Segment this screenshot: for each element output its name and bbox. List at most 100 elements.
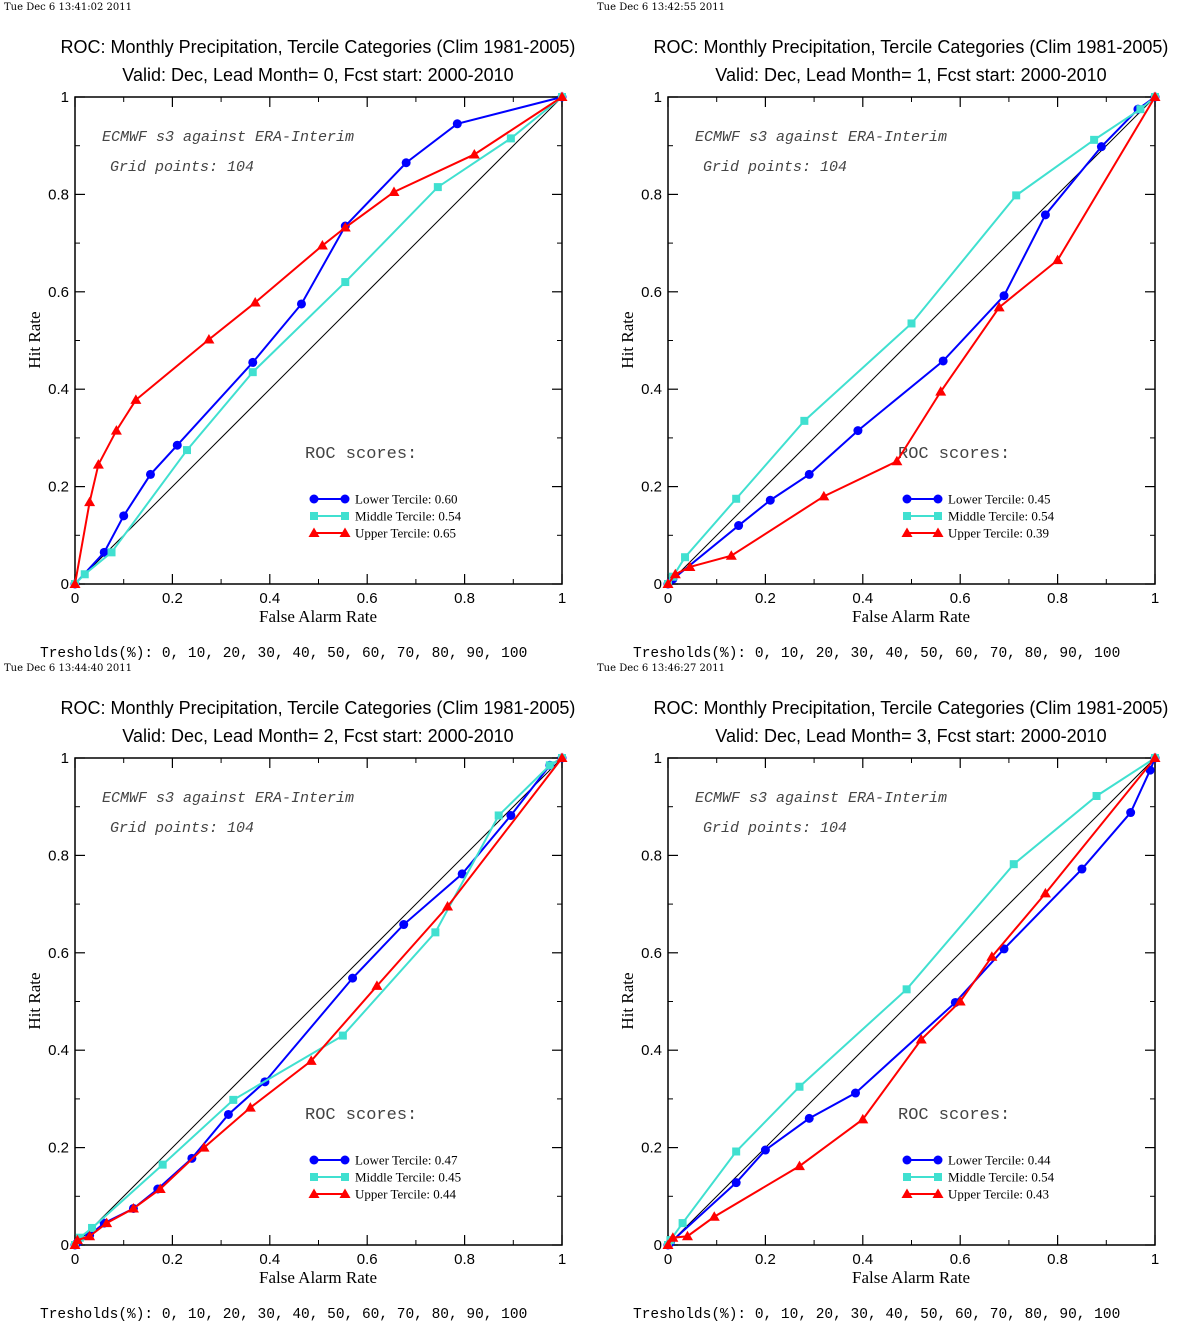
lower-tercile-point (804, 469, 814, 479)
upper-tercile-point (305, 1055, 317, 1065)
lower-tercile-point (765, 495, 775, 505)
upper-tercile-point (993, 301, 1005, 312)
thresholds-note: Tresholds(%): 0, 10, 20, 30, 40, 50, 60,… (40, 1307, 527, 1322)
y-tick-label: 0 (654, 576, 662, 593)
upper-tercile-point (1149, 91, 1161, 101)
roc-panel-lead-2: Tue Dec 6 13:44:40 2011 ROC: Monthly Prec… (0, 661, 593, 1322)
upper-tercile-point (681, 1230, 693, 1241)
lower-tercile-point (452, 119, 462, 129)
chart-subtitle: Valid: Dec, Lead Month= 3, Fcst start: 2… (715, 726, 1106, 746)
y-tick-label: 0.6 (641, 945, 662, 962)
x-tick-label: 1 (1151, 590, 1159, 607)
upper-tercile-point (556, 752, 568, 762)
upper-tercile-point (662, 578, 674, 588)
legend-lower-label: Lower Tercile: 0.44 (948, 1153, 1051, 1168)
grid-points-note: Grid points: 104 (703, 159, 847, 176)
lower-tercile-point (938, 356, 948, 366)
roc-chart: Tue Dec 6 13:41:02 2011 ROC: Monthly Prec… (4, 2, 575, 661)
no-skill-diagonal (667, 757, 1156, 1246)
y-tick-label: 0.8 (48, 186, 69, 203)
lower-tercile-point (399, 920, 409, 930)
thresholds-note: Tresholds(%): 0, 10, 20, 30, 40, 50, 60,… (40, 646, 527, 661)
legend-middle-marker (903, 512, 911, 520)
upper-tercile-point (954, 996, 966, 1006)
y-tick-label: 0.2 (48, 1140, 69, 1157)
roc-scores-heading: ROC scores: (305, 445, 417, 464)
x-tick-label: 0.6 (357, 1251, 378, 1268)
middle-tercile-point (732, 1147, 741, 1156)
upper-tercile-point (244, 1102, 256, 1112)
lower-tercile-point (99, 547, 109, 557)
chart-subtitle: Valid: Dec, Lead Month= 2, Fcst start: 2… (122, 726, 513, 746)
y-tick-label: 0.2 (48, 479, 69, 496)
lower-tercile-point (348, 973, 358, 983)
legend-lower-marker (309, 1155, 319, 1165)
y-axis-label: Hit Rate (618, 311, 637, 368)
y-tick-label: 0 (61, 1237, 69, 1254)
x-tick-label: 0.4 (259, 1251, 280, 1268)
x-tick-label: 0 (664, 590, 672, 607)
upper-tercile-point (316, 240, 328, 250)
middle-tercile-point (338, 1031, 347, 1040)
upper-tercile-point (1039, 887, 1051, 898)
lower-tercile-point (506, 810, 516, 820)
roc-chart: Tue Dec 6 13:46:27 2011 ROC: Monthly Prec… (597, 663, 1168, 1322)
thresholds-note: Tresholds(%): 0, 10, 20, 30, 40, 50, 60,… (633, 646, 1120, 661)
x-axis-label: False Alarm Rate (259, 1268, 377, 1287)
roc-panel-lead-0: Tue Dec 6 13:41:02 2011 ROC: Monthly Prec… (0, 0, 593, 661)
y-tick-label: 0 (61, 576, 69, 593)
x-tick-label: 0 (71, 1251, 79, 1268)
timestamp: Tue Dec 6 13:46:27 2011 (597, 663, 725, 674)
upper-tercile-point (891, 455, 903, 466)
middle-tercile-point (506, 134, 515, 143)
x-axis-label: False Alarm Rate (852, 607, 970, 626)
x-tick-label: 0.8 (1047, 590, 1068, 607)
middle-tercile-point (1009, 860, 1018, 869)
middle-tercile-point (341, 278, 350, 287)
x-tick-label: 0.6 (357, 590, 378, 607)
upper-tercile-point (71, 1234, 83, 1245)
legend-middle-marker (341, 512, 349, 520)
x-tick-label: 0 (71, 590, 79, 607)
chart-subtitle: Valid: Dec, Lead Month= 0, Fcst start: 2… (122, 65, 513, 85)
legend-lower-marker (933, 494, 943, 504)
middle-tercile-point (795, 1082, 804, 1091)
legend-upper-marker (901, 527, 913, 537)
middle-tercile-point (678, 1219, 687, 1228)
upper-tercile-point (84, 1230, 96, 1241)
x-tick-label: 0.2 (162, 590, 183, 607)
upper-tercile-point (198, 1142, 210, 1152)
upper-tercile-point (92, 459, 104, 469)
lower-tercile-point (853, 426, 863, 436)
middle-tercile-line (667, 96, 1156, 585)
y-tick-label: 0.4 (641, 381, 662, 398)
upper-tercile-point (127, 1202, 139, 1213)
upper-tercile-point (725, 550, 737, 560)
roc-scores-heading: ROC scores: (305, 1106, 417, 1125)
x-tick-label: 0.6 (950, 1251, 971, 1268)
legend-lower-marker (340, 494, 350, 504)
upper-tercile-point (203, 334, 215, 344)
y-tick-label: 0.8 (48, 847, 69, 864)
lower-tercile-point (731, 1178, 741, 1188)
timestamp: Tue Dec 6 13:44:40 2011 (4, 663, 132, 674)
middle-tercile-point (229, 1095, 238, 1104)
lower-tercile-point (457, 869, 467, 879)
x-tick-label: 0.4 (852, 590, 873, 607)
x-axis-label: False Alarm Rate (852, 1268, 970, 1287)
lower-tercile-point (1040, 210, 1050, 220)
y-tick-label: 0.8 (641, 186, 662, 203)
timestamp: Tue Dec 6 13:41:02 2011 (4, 2, 132, 13)
grid-points-note: Grid points: 104 (703, 820, 847, 837)
x-tick-label: 1 (558, 590, 566, 607)
legend-lower-marker (902, 494, 912, 504)
legend-upper-marker (308, 1188, 320, 1198)
legend-middle-label: Middle Tercile: 0.54 (355, 509, 462, 524)
y-tick-label: 0.4 (48, 381, 69, 398)
middle-tercile-point (494, 811, 503, 820)
upper-tercile-point (857, 1113, 869, 1124)
legend-middle-marker (934, 1173, 942, 1181)
x-tick-label: 0.6 (950, 590, 971, 607)
legend-upper-marker (339, 527, 351, 537)
middle-tercile-point (681, 553, 690, 562)
